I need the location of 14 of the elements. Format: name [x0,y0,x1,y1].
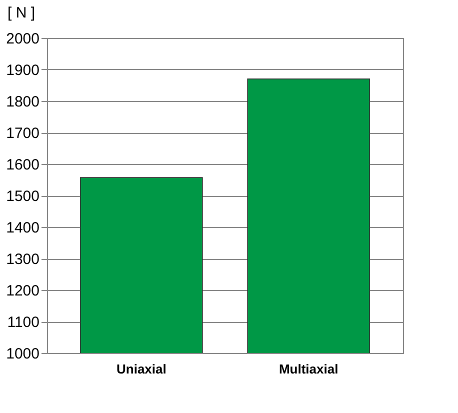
x-tick-label: Uniaxial [116,362,166,376]
x-tick-label: Multiaxial [278,362,338,376]
y-tick-label: 1600 [6,156,40,174]
y-tick-label: 1800 [6,94,40,110]
y-tick-label: 1500 [6,188,40,205]
y-tick-label: 1000 [6,346,40,362]
y-tick-label: 1300 [6,251,40,268]
y-tick-label: 1900 [6,62,40,79]
y-tick-label: 1400 [6,220,40,236]
y-axis-title: [ N ] [8,4,36,22]
y-tick-label: 1200 [6,282,40,300]
y-tick-label: 1700 [6,125,40,142]
y-tick-label: 2000 [6,30,40,48]
y-tick-label: 1100 [7,314,40,331]
